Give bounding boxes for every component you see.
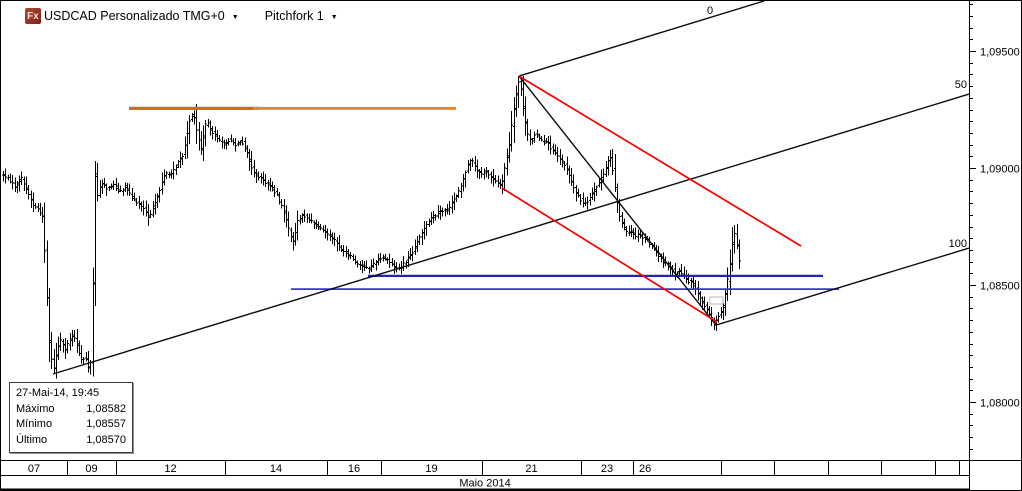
quote-value: 1,08570 bbox=[86, 433, 126, 446]
month-axis-label: Maio 2014 bbox=[459, 478, 510, 490]
price-axis-label: 1,08000 bbox=[980, 398, 1020, 410]
bar-highlight-marker bbox=[709, 296, 724, 305]
quote-label: Máximo bbox=[16, 402, 55, 415]
quote-row-high: Máximo 1,08582 bbox=[16, 402, 126, 418]
price-axis[interactable]: 1,09500 1,09000 1,08500 1,08000 bbox=[969, 1, 1020, 490]
pitchfork-label-100: 100 bbox=[949, 238, 967, 250]
indicator-title: Pitchfork 1 bbox=[264, 9, 324, 23]
quote-value: 1,08582 bbox=[86, 402, 126, 415]
chart-titlebar: Fx USDCAD Personalizado TMG+0 ▼ Pitchfor… bbox=[25, 8, 364, 24]
price-axis-label: 1,09500 bbox=[980, 47, 1020, 59]
date-axis-label: 14 bbox=[270, 463, 282, 475]
date-axis-label: 19 bbox=[425, 463, 437, 475]
trendlines[interactable] bbox=[52, 1, 970, 375]
date-axis-label: 16 bbox=[348, 463, 360, 475]
date-axis[interactable]: 07 09 12 14 16 19 21 23 26 Maio 2014 bbox=[1, 460, 1021, 490]
quote-label: Último bbox=[16, 433, 48, 446]
date-axis-label: 07 bbox=[28, 463, 40, 475]
red-trendline-upper[interactable] bbox=[518, 75, 802, 247]
quote-row-last: Último 1,08570 bbox=[16, 433, 126, 449]
symbol-title: USDCAD Personalizado TMG+0 bbox=[44, 9, 225, 23]
quote-datetime: 27-Mai-14, 19:45 bbox=[16, 387, 100, 399]
pitchfork-handle[interactable] bbox=[518, 75, 717, 326]
price-axis-label: 1,08500 bbox=[980, 281, 1020, 293]
pitchfork-line-100[interactable] bbox=[715, 247, 970, 326]
indicator-selector[interactable]: Pitchfork 1 ▼ bbox=[265, 9, 338, 23]
quote-label: Mínimo bbox=[16, 418, 53, 430]
date-axis-label: 21 bbox=[525, 463, 537, 475]
quote-value: 1,08557 bbox=[86, 418, 126, 430]
red-trendline-lower[interactable] bbox=[501, 187, 718, 323]
date-axis-label: 26 bbox=[639, 463, 651, 475]
quote-tooltip: 27-Mai-14, 19:45 Máximo 1,08582 Mínimo 1… bbox=[9, 382, 133, 453]
date-axis-label: 23 bbox=[601, 463, 613, 475]
pitchfork-label-50: 50 bbox=[955, 79, 967, 91]
quote-row-low: Mínimo 1,08557 bbox=[16, 417, 126, 433]
pitchfork-level-labels: 0 50 100 bbox=[707, 5, 967, 250]
pitchfork-line-0[interactable] bbox=[518, 1, 765, 77]
date-axis-label: 09 bbox=[85, 463, 97, 475]
date-axis-label: 12 bbox=[164, 463, 176, 475]
symbol-selector[interactable]: USDCAD Personalizado TMG+0 ▼ bbox=[44, 9, 239, 23]
candlestick-series bbox=[2, 75, 741, 379]
indicator-dropdown-arrow-icon[interactable]: ▼ bbox=[330, 13, 338, 21]
symbol-dropdown-arrow-icon[interactable]: ▼ bbox=[231, 13, 239, 21]
pitchfork-label-0: 0 bbox=[707, 5, 713, 17]
pitchfork-line-50[interactable] bbox=[52, 93, 970, 375]
price-axis-label: 1,09000 bbox=[980, 164, 1020, 176]
horizontal-level-lines[interactable] bbox=[129, 106, 839, 290]
fx-instrument-icon: Fx bbox=[25, 8, 41, 24]
